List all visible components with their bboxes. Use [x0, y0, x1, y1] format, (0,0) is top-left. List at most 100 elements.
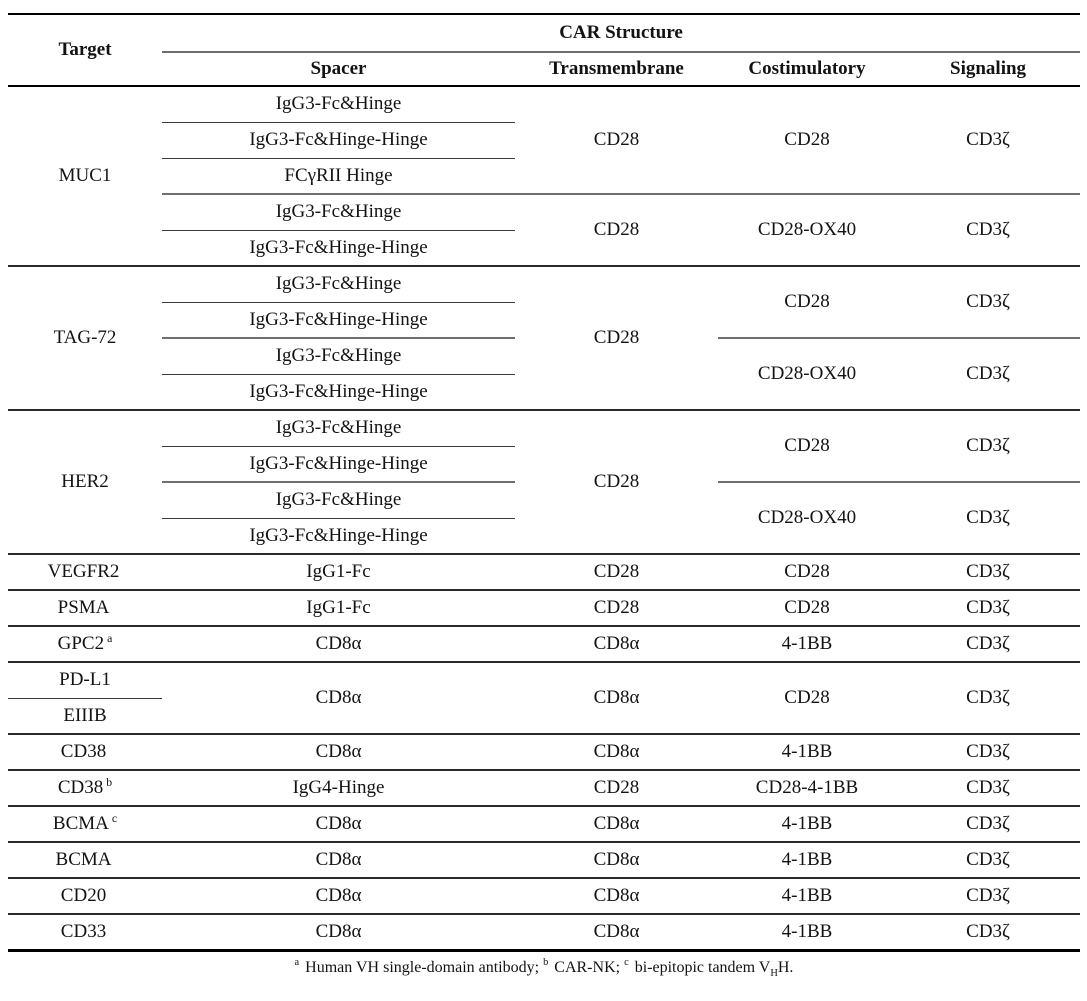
spacer-cell: CD8α	[162, 806, 515, 843]
costimulatory-cell: CD28	[718, 662, 896, 735]
costimulatory-cell: CD28-OX40	[718, 194, 896, 267]
spacer-cell: IgG3-Fc&Hinge-Hinge	[162, 446, 515, 483]
target-footnote-mark: a	[107, 631, 113, 645]
signaling-cell: CD3ζ	[896, 842, 1081, 879]
costimulatory-cell: CD28	[718, 86, 896, 195]
signaling-cell: CD3ζ	[896, 806, 1081, 843]
spacer-cell: CD8α	[162, 842, 515, 879]
transmembrane-cell: CD28	[515, 266, 718, 411]
transmembrane-cell: CD28	[515, 86, 718, 195]
spacer-cell: IgG1-Fc	[162, 554, 515, 591]
spacer-cell: CD8α	[162, 662, 515, 735]
target-cell: MUC1	[8, 86, 162, 267]
table-row: CD20 CD8α CD8α 4-1BB CD3ζ	[8, 878, 1081, 915]
target-cell: PSMA	[8, 590, 162, 627]
footnote-mark-c: c	[624, 957, 629, 969]
signaling-cell: CD3ζ	[896, 194, 1081, 267]
signaling-cell: CD3ζ	[896, 590, 1081, 627]
costimulatory-cell: CD28-OX40	[718, 482, 896, 555]
table-row: MUC1 IgG3-Fc&Hinge CD28 CD28 CD3ζ	[8, 86, 1081, 267]
target-cell: PD-L1	[8, 662, 162, 699]
table-row: IgG3-Fc&Hinge CD28-OX40 CD3ζ	[8, 482, 1081, 555]
page: Target CAR Structure Spacer Transmembran…	[8, 13, 1081, 979]
table-row: CD33 CD8α CD8α 4-1BB CD3ζ	[8, 914, 1080, 950]
target-cell: BCMA	[8, 842, 162, 879]
spacer-cell: IgG4-Hinge	[162, 770, 515, 807]
spacer-cell: FCγRII Hinge	[162, 158, 515, 195]
target-column-header: Target	[8, 14, 162, 87]
costimulatory-cell: CD28-4-1BB	[718, 770, 896, 807]
transmembrane-cell: CD28	[515, 554, 718, 591]
spacer-cell: IgG3-Fc&Hinge	[162, 410, 515, 447]
spacer-cell: IgG3-Fc&Hinge-Hinge	[162, 122, 515, 159]
transmembrane-cell: CD8α	[593, 920, 640, 942]
table-row: CD38 CD8α CD8α 4-1BB CD3ζ	[8, 734, 1081, 771]
target-cell: TAG-72	[8, 266, 162, 411]
spacer-cell: IgG1-Fc	[162, 590, 515, 627]
footnote-subscript-h: H	[770, 967, 778, 979]
target-cell: VEGFR2	[8, 554, 162, 591]
spacer-cell: CD8α	[162, 626, 515, 663]
signaling-cell: CD3ζ	[896, 626, 1081, 663]
signaling-cell: CD3ζ	[966, 920, 1010, 942]
spacer-cell: CD8α	[162, 878, 515, 915]
footnote-text-b: CAR-NK;	[554, 958, 621, 976]
car-structure-table: Target CAR Structure Spacer Transmembran…	[8, 13, 1081, 952]
footnote-mark-a: a	[294, 957, 300, 969]
spacer-cell: CD8α	[162, 734, 515, 771]
signaling-cell: CD3ζ	[896, 662, 1081, 735]
table-row: IgG3-Fc&Hinge CD28 CD28-OX40 CD3ζ	[8, 194, 1081, 267]
table-row: CD38 b IgG4-Hinge CD28 CD28-4-1BB CD3ζ	[8, 770, 1081, 807]
transmembrane-cell: CD8α	[515, 626, 718, 663]
signaling-cell: CD3ζ	[896, 266, 1081, 339]
transmembrane-cell: CD8α	[515, 842, 718, 879]
table-footnote: a Human VH single-domain antibody; b CAR…	[8, 957, 1080, 979]
transmembrane-cell: CD8α	[515, 806, 718, 843]
target-cell: BCMA c	[8, 806, 162, 843]
target-cell: CD38 b	[8, 770, 162, 807]
signaling-cell: CD3ζ	[896, 86, 1081, 195]
target-cell: HER2	[8, 410, 162, 555]
costimulatory-cell: CD28-OX40	[718, 338, 896, 411]
costimulatory-cell: CD28	[718, 410, 896, 483]
signaling-cell: CD3ζ	[896, 734, 1081, 771]
costimulatory-cell: 4-1BB	[718, 626, 896, 663]
header-row-top: Target CAR Structure	[8, 14, 1081, 87]
spacer-cell: IgG3-Fc&Hinge	[162, 266, 515, 303]
costimulatory-cell: 4-1BB	[718, 842, 896, 879]
transmembrane-cell: CD28	[515, 194, 718, 267]
table-row: FCγRII Hinge	[8, 158, 1080, 195]
footnote-text-tail: H.	[777, 958, 794, 976]
footnote-text-c: bi-epitopic tandem V	[634, 958, 771, 976]
table-row: HER2 IgG3-Fc&Hinge CD28 CD28 CD3ζ	[8, 410, 1081, 555]
header-row-sub: Spacer Transmembrane Costimulatory Signa…	[8, 52, 1081, 87]
signaling-cell: CD3ζ	[896, 338, 1081, 411]
costimulatory-cell: 4-1BB	[781, 920, 833, 942]
table-row: PD-L1 CD8α CD8α CD28 CD3ζ	[8, 662, 1081, 735]
transmembrane-cell: CD8α	[515, 662, 718, 735]
table-row: VEGFR2 IgG1-Fc CD28 CD28 CD3ζ	[8, 554, 1081, 591]
transmembrane-cell: CD28	[515, 770, 718, 807]
costimulatory-cell: 4-1BB	[718, 806, 896, 843]
spacer-cell: IgG3-Fc&Hinge	[162, 482, 515, 519]
table-row: PSMA IgG1-Fc CD28 CD28 CD3ζ	[8, 590, 1081, 627]
table-row: IgG3-Fc&Hinge-Hinge	[8, 518, 1080, 555]
transmembrane-cell: CD8α	[515, 878, 718, 915]
target-footnote-mark: b	[106, 775, 113, 789]
car-structure-group-header: CAR Structure	[162, 14, 1081, 53]
target-cell: GPC2 a	[8, 626, 162, 663]
table-row: IgG3-Fc&Hinge-Hinge	[8, 122, 1080, 159]
spacer-cell: IgG3-Fc&Hinge-Hinge	[162, 302, 515, 339]
signaling-cell: CD3ζ	[896, 878, 1081, 915]
costimulatory-column-header: Costimulatory	[718, 52, 896, 87]
target-cell: CD38	[8, 734, 162, 771]
transmembrane-column-header: Transmembrane	[515, 52, 718, 87]
signaling-cell: CD3ζ	[896, 482, 1081, 555]
table-row: BCMA c CD8α CD8α 4-1BB CD3ζ	[8, 806, 1081, 843]
table-row: IgG3-Fc&Hinge-Hinge	[8, 374, 1080, 411]
table-row: IgG3-Fc&Hinge-Hinge	[8, 302, 1080, 339]
transmembrane-cell: CD28	[515, 590, 718, 627]
signaling-column-header: Signaling	[896, 52, 1081, 87]
costimulatory-cell: CD28	[718, 590, 896, 627]
table-row: IgG3-Fc&Hinge-Hinge	[8, 446, 1080, 483]
